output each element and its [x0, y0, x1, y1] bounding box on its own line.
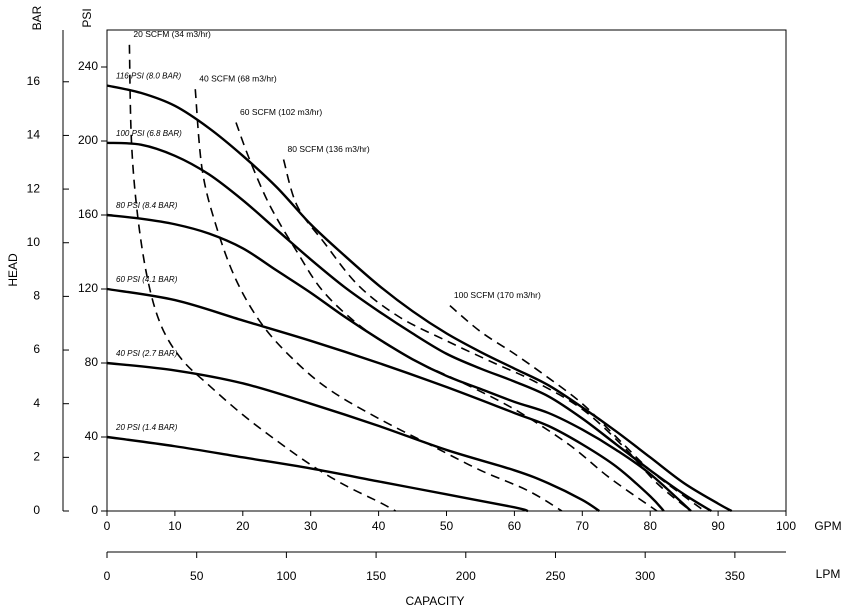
y-tick-label: 120 — [78, 281, 98, 295]
x-tick-label: 50 — [440, 519, 454, 533]
air-curve — [449, 305, 705, 512]
y-tick-label: 240 — [78, 59, 98, 73]
x2-tick-label: 0 — [104, 569, 111, 583]
y2-tick-label: 14 — [27, 128, 41, 142]
y2-tick-label: 2 — [33, 450, 40, 464]
air-curve-label: 80 SCFM (136 m3/hr) — [288, 144, 370, 154]
x-tick-label: 0 — [104, 519, 111, 533]
pressure-curve — [106, 213, 692, 512]
x-tick-label: 60 — [508, 519, 522, 533]
pressure-curve — [106, 84, 733, 513]
pressure-curve-label: 116 PSI (8.0 BAR) — [116, 72, 182, 81]
x-tick-label: 90 — [711, 519, 725, 533]
x2-tick-label: 200 — [456, 569, 476, 583]
pressure-curve-label: 40 PSI (2.7 BAR) — [116, 349, 178, 358]
air-curve — [194, 89, 563, 512]
pressure-curve-label: 80 PSI (8.4 BAR) — [116, 201, 178, 210]
y2-tick-label: 4 — [33, 396, 40, 410]
plot-frame — [106, 29, 787, 512]
air-curve-label: 60 SCFM (102 m3/hr) — [240, 107, 322, 117]
air-curve-label: 100 SCFM (170 m3/hr) — [454, 290, 541, 300]
air-curve — [282, 159, 692, 512]
y-tick-label: 80 — [85, 355, 99, 369]
pressure-curve — [106, 361, 600, 513]
x2-tick-label: 100 — [276, 569, 296, 583]
air-curve-label: 20 SCFM (34 m3/hr) — [133, 29, 211, 39]
x-tick-label: 80 — [644, 519, 658, 533]
pressure-curve — [106, 287, 665, 512]
x-tick-label: 40 — [372, 519, 386, 533]
air-curve — [235, 122, 658, 512]
x-axis-label: GPM — [814, 519, 841, 533]
air-curve — [128, 44, 396, 512]
y-axis-label: PSI — [80, 8, 94, 27]
x-tick-label: 10 — [168, 519, 182, 533]
head-label: HEAD — [6, 253, 20, 287]
y-tick-label: 160 — [78, 207, 98, 221]
pressure-curve-label: 60 PSI (4.1 BAR) — [116, 275, 178, 284]
x-tick-label: 20 — [236, 519, 250, 533]
x2-axis-label: LPM — [816, 567, 841, 581]
y-tick-label: 0 — [91, 503, 98, 517]
x-tick-label: 70 — [576, 519, 590, 533]
pressure-curve-label: 100 PSI (6.8 BAR) — [116, 129, 182, 138]
y2-tick-label: 16 — [27, 74, 41, 88]
y2-axis-label: BAR — [30, 5, 44, 30]
y2-tick-label: 10 — [27, 235, 41, 249]
x-tick-label: 30 — [304, 519, 318, 533]
x2-tick-label: 50 — [190, 569, 204, 583]
y2-tick-label: 8 — [33, 289, 40, 303]
x2-tick-label: 350 — [725, 569, 745, 583]
y2-tick-label: 6 — [33, 342, 40, 356]
x2-tick-label: 250 — [545, 569, 565, 583]
y-tick-label: 40 — [85, 429, 99, 443]
y2-tick-label: 0 — [33, 503, 40, 517]
y-tick-label: 200 — [78, 133, 98, 147]
x-tick-label: 100 — [776, 519, 796, 533]
pressure-curve-label: 20 PSI (1.4 BAR) — [115, 423, 178, 432]
air-curve-label: 40 SCFM (68 m3/hr) — [199, 73, 277, 83]
x2-tick-label: 150 — [366, 569, 386, 583]
pressure-curve — [106, 141, 712, 513]
pressure-curve — [106, 435, 529, 513]
y2-tick-label: 12 — [27, 181, 41, 195]
x2-tick-label: 300 — [635, 569, 655, 583]
capacity-label: CAPACITY — [405, 594, 464, 608]
